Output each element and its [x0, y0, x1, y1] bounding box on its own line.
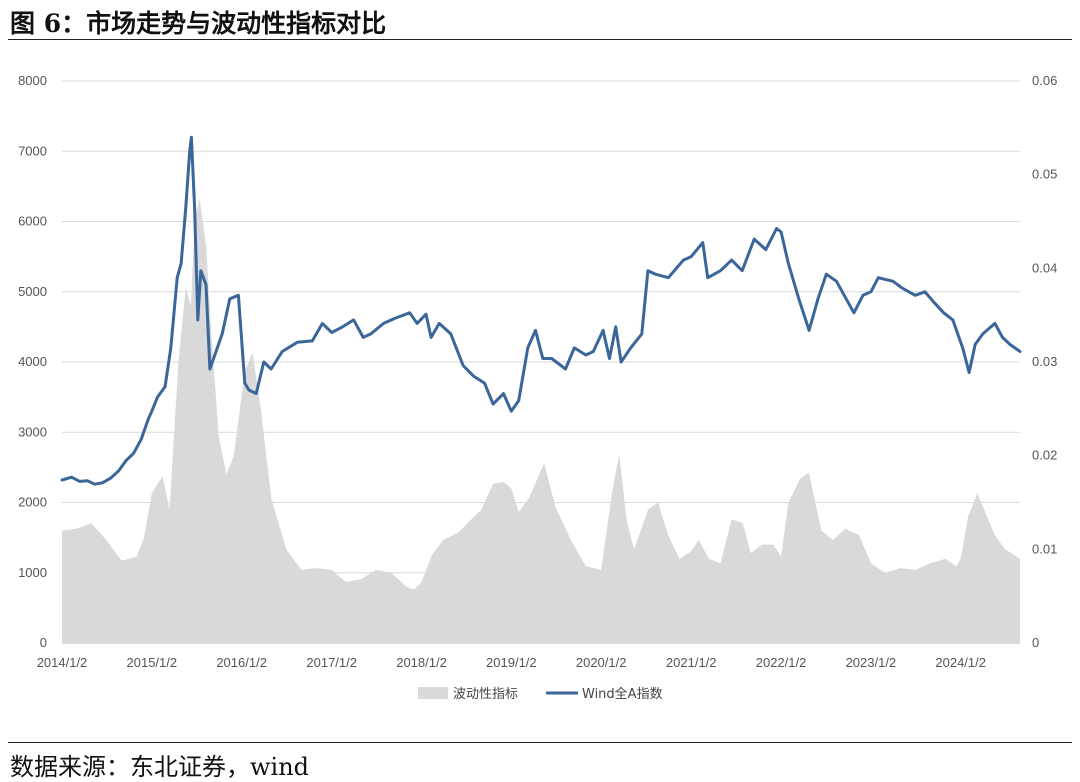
left-axis-ticks: 0 1000 2000 3000 4000 5000 6000 7000 8000: [18, 73, 47, 650]
volatility-area: [62, 198, 1020, 643]
wind-index-line: [60, 135, 1022, 486]
legend-label-index: Wind全A指数: [582, 686, 663, 702]
x-axis-tick-label: 2018/1/2: [396, 655, 447, 670]
right-axis-tick-label: 0.03: [1032, 354, 1057, 369]
legend-label-volatility: 波动性指标: [453, 687, 518, 702]
x-axis-tick-label: 2022/1/2: [756, 655, 807, 670]
right-axis-tick-label: 0.02: [1032, 448, 1057, 463]
left-axis-tick-label: 5000: [18, 284, 47, 299]
x-axis-tick-label: 2024/1/2: [935, 655, 986, 670]
right-axis-ticks: 0 0.01 0.02 0.03 0.04 0.05 0.06: [1032, 73, 1057, 650]
x-axis-tick-label: 2017/1/2: [306, 655, 357, 670]
x-axis-tick-label: 2016/1/2: [216, 655, 267, 670]
left-axis-tick-label: 7000: [18, 143, 47, 158]
left-axis-tick-label: 4000: [18, 354, 47, 369]
index-line-layer: [60, 135, 1022, 486]
chart-legend: 波动性指标 Wind全A指数: [418, 686, 663, 702]
source-note: 数据来源：东北证券，wind: [10, 753, 310, 781]
x-axis-tick-label: 2020/1/2: [576, 655, 627, 670]
x-axis-tick-label: 2015/1/2: [127, 655, 178, 670]
right-axis-tick-label: 0.04: [1032, 260, 1057, 275]
right-axis-tick-label: 0.05: [1032, 167, 1057, 182]
source-rule: [8, 742, 1072, 743]
figure-title: 图 6：市场走势与波动性指标对比: [10, 9, 387, 38]
x-axis-tick-label: 2019/1/2: [486, 655, 537, 670]
left-axis-tick-label: 2000: [18, 495, 47, 510]
right-axis-tick-label: 0.01: [1032, 541, 1057, 556]
x-axis-tick-label: 2021/1/2: [666, 655, 717, 670]
right-axis-tick-label: 0: [1032, 635, 1039, 650]
title-rule: [8, 39, 1072, 40]
left-axis-tick-label: 3000: [18, 424, 47, 439]
left-axis-tick-label: 8000: [18, 73, 47, 88]
legend-swatch-volatility: [418, 687, 448, 699]
x-axis-ticks: 2014/1/2 2015/1/2 2016/1/2 2017/1/2 2018/1/2…: [37, 655, 986, 670]
x-axis-tick-label: 2023/1/2: [846, 655, 897, 670]
x-axis-tick-label: 2014/1/2: [37, 655, 88, 670]
left-axis-tick-label: 0: [40, 635, 47, 650]
right-axis-tick-label: 0.06: [1032, 73, 1057, 88]
left-axis-tick-label: 6000: [18, 214, 47, 229]
volatility-area-layer: [62, 198, 1020, 643]
left-axis-tick-label: 1000: [18, 565, 47, 580]
